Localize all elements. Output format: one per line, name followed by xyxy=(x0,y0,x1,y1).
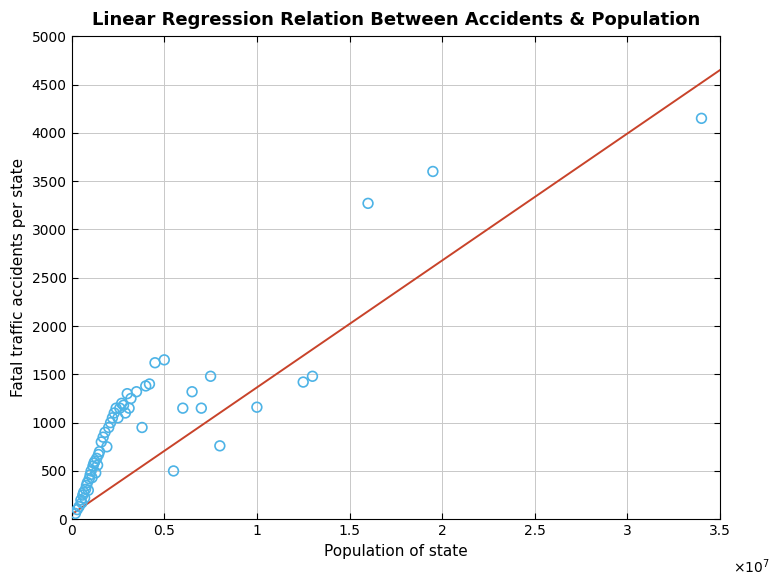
Point xyxy=(122,404,135,413)
Point xyxy=(108,408,120,418)
Point xyxy=(117,401,129,410)
Point xyxy=(119,408,132,418)
Point xyxy=(204,371,217,381)
Point xyxy=(99,428,112,437)
Point xyxy=(106,413,119,422)
Title: Linear Regression Relation Between Accidents & Population: Linear Regression Relation Between Accid… xyxy=(92,11,700,29)
Point xyxy=(76,490,89,500)
Point xyxy=(95,438,108,447)
Point xyxy=(186,387,198,397)
Point xyxy=(87,459,100,468)
Point xyxy=(90,468,102,477)
Point xyxy=(158,355,171,364)
Point xyxy=(75,495,87,505)
Point xyxy=(91,460,104,470)
Point xyxy=(89,457,101,466)
Point xyxy=(214,441,226,450)
Y-axis label: Fatal traffic accidents per state: Fatal traffic accidents per state xyxy=(11,158,26,397)
Point xyxy=(102,423,115,432)
Point xyxy=(85,466,98,476)
Point xyxy=(77,487,90,497)
Point xyxy=(140,381,152,391)
Point xyxy=(76,498,88,508)
Point xyxy=(427,167,439,176)
Point xyxy=(78,493,90,503)
Point xyxy=(149,358,161,367)
Text: $\times10^7$: $\times10^7$ xyxy=(733,558,770,576)
Point xyxy=(82,486,94,495)
Point xyxy=(362,199,374,208)
Point xyxy=(73,502,85,511)
Point xyxy=(93,447,105,456)
Point xyxy=(81,478,94,487)
Point xyxy=(297,377,310,387)
Point xyxy=(195,404,207,413)
Point xyxy=(84,470,97,480)
Point xyxy=(167,466,179,476)
Point xyxy=(90,454,103,463)
Point xyxy=(80,484,92,494)
Point xyxy=(87,462,99,471)
Point xyxy=(144,379,156,388)
Point xyxy=(250,402,263,412)
Point xyxy=(83,474,95,483)
Point xyxy=(86,473,98,483)
Point xyxy=(695,113,707,123)
Point xyxy=(110,404,122,413)
Point xyxy=(125,394,137,403)
X-axis label: Population of state: Population of state xyxy=(324,543,468,559)
Point xyxy=(105,418,117,427)
Point xyxy=(114,404,126,413)
Point xyxy=(92,450,105,459)
Point xyxy=(97,432,109,442)
Point xyxy=(115,398,128,408)
Point xyxy=(176,404,189,413)
Point xyxy=(69,509,82,518)
Point xyxy=(71,505,83,514)
Point xyxy=(121,389,133,398)
Point xyxy=(130,387,143,397)
Point xyxy=(80,481,93,490)
Point xyxy=(112,413,124,422)
Point xyxy=(136,423,148,432)
Point xyxy=(101,442,113,452)
Point xyxy=(307,371,319,381)
